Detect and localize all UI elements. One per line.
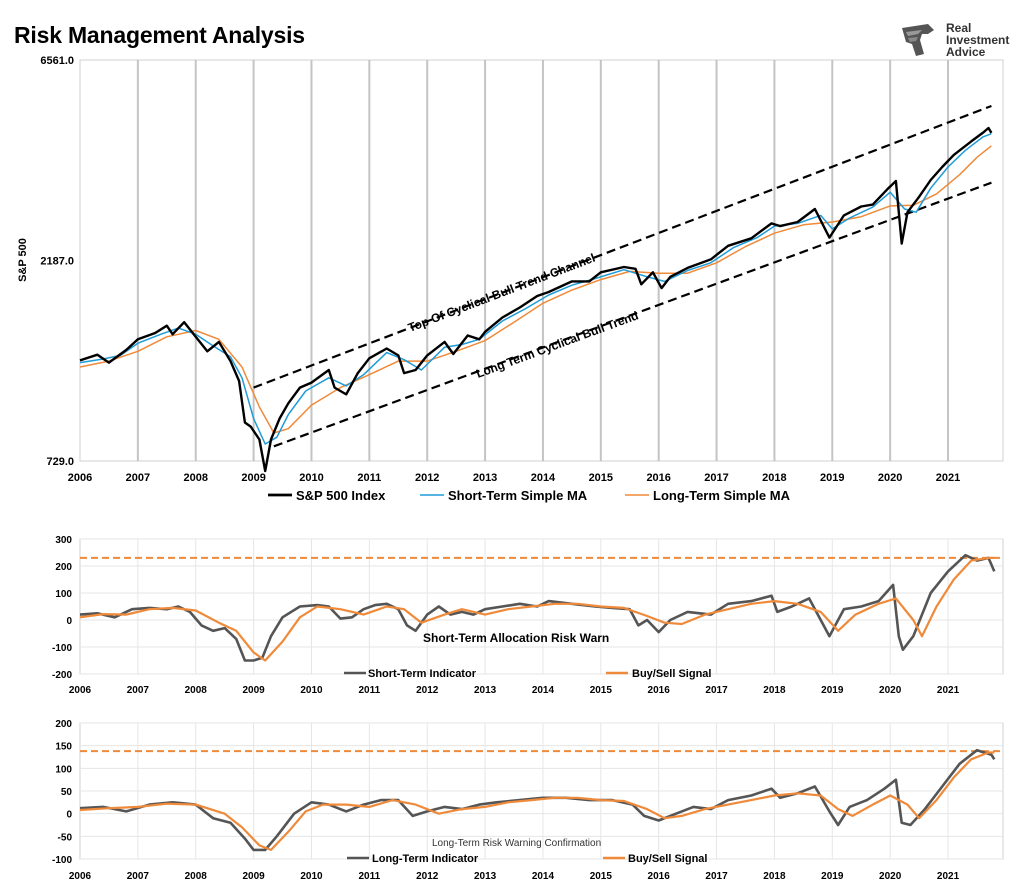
x-tick-label: 2013 <box>473 472 497 484</box>
y-tick-label: 0 <box>66 616 72 627</box>
y-tick-label: 6561.0 <box>40 55 74 67</box>
x-tick-label: 2006 <box>68 472 92 484</box>
x-tick-label: 2021 <box>937 685 960 696</box>
plot-area <box>79 59 1004 462</box>
x-tick-label: 2008 <box>185 871 208 882</box>
y-tick-label: 100 <box>55 764 72 775</box>
short-term-indicator-legend-label: Short-Term Indicator <box>368 668 477 680</box>
y-tick-label: -100 <box>52 643 72 654</box>
x-tick-label: 2020 <box>878 472 902 484</box>
logo-line-2: Investment <box>946 33 1010 47</box>
logo-line-3: Advice <box>946 45 986 59</box>
x-tick-label: 2019 <box>820 472 844 484</box>
x-tick-label: 2011 <box>358 871 380 882</box>
y-tick-label: 100 <box>55 589 72 600</box>
x-tick-label: 2010 <box>300 871 323 882</box>
x-tick-label: 2019 <box>821 685 844 696</box>
logo-line-1: Real <box>946 21 972 35</box>
x-tick-label: 2015 <box>590 871 613 882</box>
y-tick-label: 200 <box>55 562 72 573</box>
x-tick-label: 2010 <box>299 472 323 484</box>
buy-sell-signal-legend-label: Buy/Sell Signal <box>628 853 707 865</box>
short-term-simple-ma-legend-label: Short-Term Simple MA <box>448 488 588 503</box>
s-p-500-index-line <box>79 126 993 473</box>
y-tick-label: 2187.0 <box>40 256 74 268</box>
x-tick-label: 2016 <box>648 871 671 882</box>
long-term-simple-ma-legend-label: Long-Term Simple MA <box>653 488 791 503</box>
x-tick-label: 2015 <box>590 685 613 696</box>
buy-sell-signal-line <box>79 556 995 662</box>
x-tick-label: 2009 <box>242 871 265 882</box>
long-term-annotation: Long-Term Risk Warning Confirmation <box>432 838 601 849</box>
buy-sell-signal-line <box>79 751 995 851</box>
x-tick-label: 2017 <box>704 472 728 484</box>
long-term-legend: Long-Term Indicator Buy/Sell Signal <box>347 853 707 865</box>
long-term-chart: 200 150 100 50 0 -50 -100 2006 2007 2008 2009 2010 2… <box>52 719 1004 882</box>
y-tick-label: 200 <box>55 719 72 730</box>
short-term-indicator-line <box>79 553 996 662</box>
y-tick-label: 0 <box>66 810 72 821</box>
long-term-simple-ma-line <box>79 145 992 434</box>
y-tick-label: -200 <box>52 670 72 681</box>
x-tick-label: 2009 <box>242 685 265 696</box>
x-tick-label: 2008 <box>183 472 207 484</box>
x-tick-label: 2020 <box>879 871 902 882</box>
main-legend: S&P 500 Index Short-Term Simple MA Long-Te… <box>268 488 791 503</box>
y-tick-label: 150 <box>55 742 72 753</box>
x-tick-label: 2021 <box>937 871 960 882</box>
buy-sell-signal-legend-label: Buy/Sell Signal <box>632 668 711 680</box>
x-tick-label: 2009 <box>241 472 265 484</box>
x-tick-label: 2011 <box>357 472 381 484</box>
y-tick-label: -50 <box>58 832 73 843</box>
eagle-logo-icon <box>902 24 934 56</box>
short-term-annotation: Short-Term Allocation Risk Warn <box>423 631 609 645</box>
x-tick-label: 2018 <box>763 685 786 696</box>
x-tick-label: 2013 <box>474 871 497 882</box>
y-tick-label: 50 <box>61 787 73 798</box>
y-axis-label: S&P 500 <box>17 238 29 282</box>
x-tick-label: 2012 <box>415 472 439 484</box>
s-p-500-index-legend-label: S&P 500 Index <box>296 488 386 503</box>
x-tick-label: 2014 <box>532 871 555 882</box>
x-tick-label: 2016 <box>646 472 670 484</box>
x-tick-label: 2017 <box>705 685 728 696</box>
top-of-cyclical-bull-trend-channel-line <box>253 104 992 389</box>
brand-logo: Real Investment Advice <box>898 20 1010 60</box>
long-term-cyclical-bull-trend-line <box>273 181 992 448</box>
x-tick-label: 2018 <box>763 871 786 882</box>
x-tick-label: 2007 <box>127 685 150 696</box>
x-tick-label: 2019 <box>821 871 844 882</box>
x-tick-label: 2011 <box>358 685 380 696</box>
x-tick-label: 2018 <box>762 472 786 484</box>
x-tick-label: 2013 <box>474 685 497 696</box>
x-tick-label: 2006 <box>69 685 92 696</box>
short-term-chart: 300 200 100 0 -100 -200 2006 2007 2008 2009 2010 20… <box>52 535 1004 696</box>
x-tick-label: 2008 <box>185 685 208 696</box>
x-tick-label: 2021 <box>936 472 960 484</box>
x-tick-label: 2017 <box>705 871 728 882</box>
x-tick-label: 2007 <box>126 472 150 484</box>
short-term-simple-ma-line <box>79 133 992 445</box>
long-term-indicator-line <box>79 748 996 852</box>
x-tick-label: 2007 <box>127 871 150 882</box>
x-tick-label: 2012 <box>416 685 439 696</box>
x-tick-label: 2012 <box>416 871 439 882</box>
long-term-indicator-legend-label: Long-Term Indicator <box>372 853 479 865</box>
x-tick-label: 2010 <box>300 685 323 696</box>
y-tick-label: 300 <box>55 535 72 546</box>
short-term-legend: Short-Term Indicator Buy/Sell Signal <box>344 668 711 680</box>
x-tick-label: 2015 <box>589 472 613 484</box>
x-tick-label: 2014 <box>532 685 555 696</box>
chart-title: Risk Management Analysis <box>14 22 305 48</box>
x-tick-label: 2006 <box>69 871 92 882</box>
x-tick-label: 2014 <box>531 472 556 484</box>
y-tick-label: -100 <box>52 855 72 866</box>
main-chart: 6561.0 2187.0 729.0 2006 2007 2008 2009 2010 201… <box>17 55 1004 503</box>
y-tick-label: 729.0 <box>46 456 74 468</box>
x-tick-label: 2016 <box>648 685 671 696</box>
x-tick-label: 2020 <box>879 685 902 696</box>
